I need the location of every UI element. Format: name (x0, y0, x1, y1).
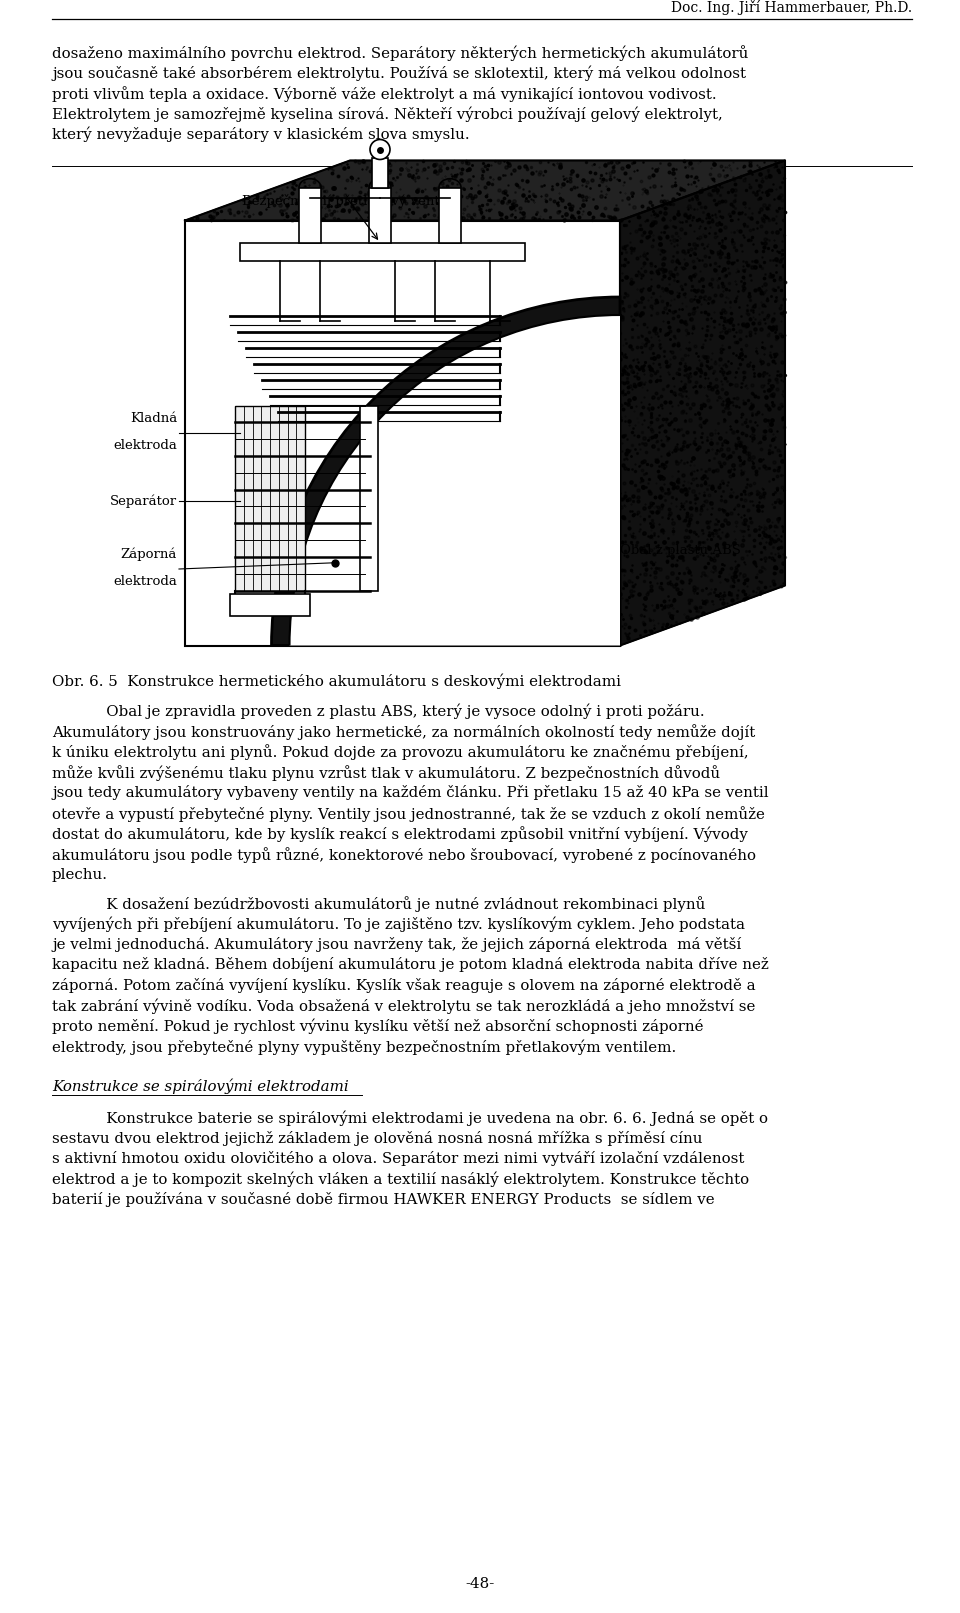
Bar (235, 405, 305, 590)
Text: Konstrukce baterie se spirálovými elektrodami je uvedena na obr. 6. 6. Jedná se : Konstrukce baterie se spirálovými elektr… (92, 1110, 768, 1126)
Text: proto nemění. Pokud je rychlost vývinu kyslíku větší než absorční schopnosti záp: proto nemění. Pokud je rychlost vývinu k… (52, 1019, 704, 1034)
Text: Záporná: Záporná (121, 547, 177, 561)
Text: Kladná: Kladná (130, 411, 177, 424)
Bar (185, 221, 620, 645)
Text: záporná. Potom začíná vyvíjení kyslíku. Kyslík však reaguje s olovem na záporné : záporná. Potom začíná vyvíjení kyslíku. … (52, 977, 756, 994)
Text: K dosažení bezúdržbovosti akumulátorů je nutné zvládnout rekombinaci plynů: K dosažení bezúdržbovosti akumulátorů je… (92, 895, 706, 911)
Bar (439, 187, 461, 242)
Wedge shape (272, 297, 620, 645)
Text: akumulátoru jsou podle typů různé, konektorové nebo šroubovací, vyrobené z pocín: akumulátoru jsou podle typů různé, konek… (52, 847, 756, 863)
Text: Akumulátory jsou konstruovány jako hermetické, za normálních okolností tedy nemů: Akumulátory jsou konstruovány jako herme… (52, 724, 756, 740)
Text: sestavu dvou elektrod jejichž základem je olověná nosná nosná mřížka s příměsí c: sestavu dvou elektrod jejichž základem j… (52, 1131, 703, 1145)
Text: dosaženo maximálního povrchu elektrod. Separátory některých hermetických akumulá: dosaženo maximálního povrchu elektrod. S… (52, 45, 749, 61)
Text: otevře a vypustí přebytečné plyny. Ventily jsou jednostranné, tak že se vzduch z: otevře a vypustí přebytečné plyny. Venti… (52, 806, 765, 823)
Text: elektrod a je to kompozit skelných vláken a textilií nasáklý elektrolytem. Konst: elektrod a je to kompozit skelných vláke… (52, 1171, 749, 1187)
Text: elektroda: elektroda (113, 439, 177, 452)
Text: proti vlivům tepla a oxidace. Výborně váže elektrolyt a má vynikající iontovou v: proti vlivům tepla a oxidace. Výborně vá… (52, 85, 716, 102)
Text: dostat do akumulátoru, kde by kyslík reakcí s elektrodami způsobil vnitřní vybíj: dostat do akumulátoru, kde by kyslík rea… (52, 826, 748, 842)
Wedge shape (290, 315, 620, 645)
Text: k úniku elektrolytu ani plynů. Pokud dojde za provozu akumulátoru ke značnému př: k úniku elektrolytu ani plynů. Pokud doj… (52, 745, 749, 760)
Text: jsou současně také absorbérem elektrolytu. Používá se sklotextil, který má velko: jsou současně také absorbérem elektrolyt… (52, 66, 746, 81)
Text: Obal z plastu ABS: Obal z plastu ABS (620, 544, 741, 556)
Text: elektrody, jsou přebytečné plyny vypuštěny bezpečnostním přetlakovým ventilem.: elektrody, jsou přebytečné plyny vypuště… (52, 1039, 676, 1055)
Text: -48-: -48- (466, 1578, 494, 1590)
Text: vyvíjených při přebíjení akumulátoru. To je zajištěno tzv. kyslíkovým cyklem. Je: vyvíjených při přebíjení akumulátoru. To… (52, 916, 745, 932)
Text: Doc. Ing. Jiří Hammerbauer, Ph.D.: Doc. Ing. Jiří Hammerbauer, Ph.D. (671, 0, 912, 15)
Text: kapacitu než kladná. Během dobíjení akumulátoru je potom kladná elektroda nabita: kapacitu než kladná. Během dobíjení akum… (52, 958, 769, 973)
Text: tak zabrání vývině vodíku. Voda obsažená v elektrolytu se tak nerozkládá a jeho : tak zabrání vývině vodíku. Voda obsažená… (52, 998, 756, 1015)
Text: Obr. 6. 5  Konstrukce hermetického akumulátoru s deskovými elektrodami: Obr. 6. 5 Konstrukce hermetického akumul… (52, 674, 621, 689)
Bar (299, 187, 321, 242)
Polygon shape (185, 161, 785, 221)
Text: je velmi jednoduchá. Akumulátory jsou navrženy tak, že jejich záporná elektroda : je velmi jednoduchá. Akumulátory jsou na… (52, 937, 741, 952)
Text: jsou tedy akumulátory vybaveny ventily na každém článku. Při přetlaku 15 až 40 k: jsou tedy akumulátory vybaveny ventily n… (52, 786, 769, 800)
Text: který nevyžaduje separátory v klasickém slova smyslu.: který nevyžaduje separátory v klasickém … (52, 127, 469, 142)
Text: Bezpečnostní přetlakový ventil: Bezpečnostní přetlakový ventil (242, 194, 448, 208)
Polygon shape (620, 161, 785, 645)
Bar (369, 187, 391, 242)
Bar (230, 594, 310, 616)
Text: s aktivní hmotou oxidu olovičitého a olova. Separátor mezi nimi vytváří izolační: s aktivní hmotou oxidu olovičitého a olo… (52, 1152, 744, 1166)
Text: baterií je používána v současné době firmou HAWKER ENERGY Products  se sídlem ve: baterií je používána v současné době fir… (52, 1192, 714, 1207)
Bar (240, 242, 525, 261)
Text: může kvůli zvýšenému tlaku plynu vzrůst tlak v akumulátoru. Z bezpečnostních dův: může kvůli zvýšenému tlaku plynu vzrůst … (52, 765, 720, 781)
Text: elektroda: elektroda (113, 574, 177, 589)
Text: plechu.: plechu. (52, 868, 108, 881)
Text: Konstrukce se spirálovými elektrodami: Konstrukce se spirálovými elektrodami (52, 1077, 348, 1094)
Text: Separátor: Separátor (109, 494, 177, 508)
Bar (372, 158, 388, 187)
Text: Obal je zpravidla proveden z plastu ABS, který je vysoce odolný i proti požáru.: Obal je zpravidla proveden z plastu ABS,… (92, 703, 705, 719)
Text: Elektrolytem je samozřejmě kyselina sírová. Někteří výrobci používají gelový ele: Elektrolytem je samozřejmě kyselina síro… (52, 106, 723, 123)
Bar (360, 405, 378, 590)
Circle shape (370, 139, 390, 160)
